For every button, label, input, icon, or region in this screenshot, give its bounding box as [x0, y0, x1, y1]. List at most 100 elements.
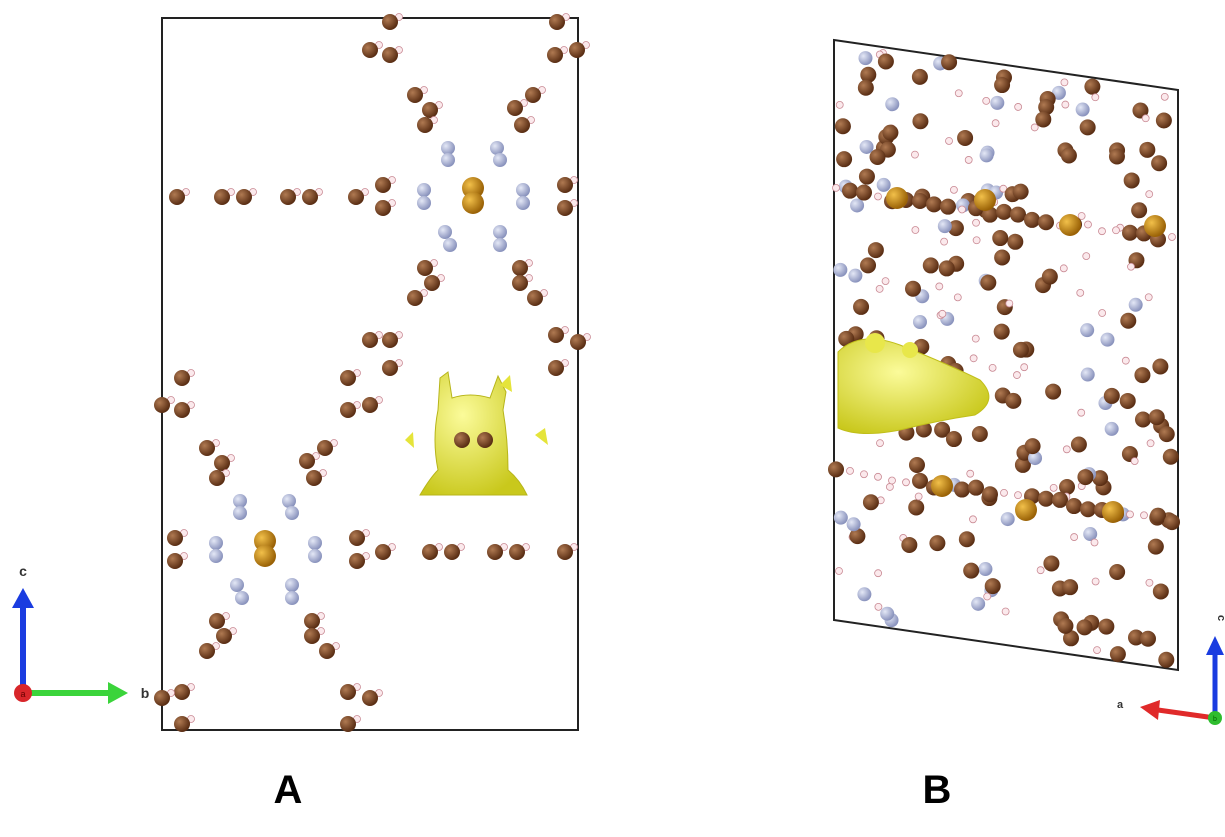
atom-pink [876, 285, 883, 292]
axis-label: a [20, 689, 25, 699]
atom-brown [362, 397, 378, 413]
atom-brown [306, 470, 322, 486]
atom-brown [980, 275, 996, 291]
atom-brown [174, 370, 190, 386]
atom-brown [1120, 393, 1136, 409]
atom-pink [915, 493, 922, 500]
atom-pink [1169, 233, 1176, 240]
atom-pink [833, 184, 840, 191]
atom-brown [996, 204, 1012, 220]
atom-blue [441, 141, 455, 155]
atom-gold [1102, 501, 1124, 523]
atom-blue [848, 269, 862, 283]
atom-pink [1062, 101, 1069, 108]
isosurface [902, 342, 918, 358]
atom-brown [1066, 498, 1082, 514]
atom-pink [1031, 124, 1038, 131]
atom-brown [512, 260, 528, 276]
isosurface [865, 333, 885, 353]
atom-brown [912, 69, 928, 85]
atom-brown [382, 47, 398, 63]
atom-pink [1061, 79, 1068, 86]
atom-pink [1060, 265, 1067, 272]
atom-pink [1127, 511, 1134, 518]
atom-pink [1091, 539, 1098, 546]
atom-pink [1146, 579, 1153, 586]
atom-brown [1080, 501, 1096, 517]
atom-brown [477, 432, 493, 448]
atom-blue [858, 51, 872, 65]
axis-label: c [19, 563, 27, 579]
atom-brown [422, 102, 438, 118]
atom-brown [1134, 367, 1150, 383]
atom-blue [834, 511, 848, 525]
atom-brown [454, 432, 470, 448]
atom-brown [444, 544, 460, 560]
atom-brown [908, 499, 924, 515]
atom-blue [235, 591, 249, 605]
atom-blue [285, 578, 299, 592]
atom-blue [233, 494, 247, 508]
atom-brown [842, 183, 858, 199]
atom-brown [362, 690, 378, 706]
atom-pink [973, 237, 980, 244]
atom-pink [992, 120, 999, 127]
panel-label: A [274, 768, 303, 812]
atom-brown [304, 613, 320, 629]
atom-pink [1099, 228, 1106, 235]
axis-arrow [1158, 710, 1215, 718]
axis-label: a [1117, 699, 1124, 711]
atom-brown [856, 185, 872, 201]
atom-brown [912, 473, 928, 489]
atom-pink [983, 97, 990, 104]
atom-blue [209, 536, 223, 550]
atom-brown [1057, 618, 1073, 634]
atom-brown [209, 470, 225, 486]
atom-brown [853, 299, 869, 315]
panel-label: B [923, 768, 952, 812]
atom-brown [422, 544, 438, 560]
atom-brown [905, 281, 921, 297]
atom-brown [835, 118, 851, 134]
atom-blue [1076, 103, 1090, 117]
atom-blue [441, 153, 455, 167]
atom-pink [1002, 608, 1009, 615]
atom-pink [1146, 191, 1153, 198]
atom-pink [1085, 221, 1092, 228]
atom-brown [340, 684, 356, 700]
atom-blue [438, 225, 452, 239]
atom-brown [557, 200, 573, 216]
atom-blue [913, 315, 927, 329]
atom-brown [514, 117, 530, 133]
atom-brown [994, 249, 1010, 265]
atom-brown [1084, 79, 1100, 95]
atom-brown [512, 275, 528, 291]
atom-gold [254, 545, 276, 567]
atom-blue [493, 238, 507, 252]
atom-brown [939, 260, 955, 276]
atom-brown [169, 189, 185, 205]
atom-brown [1013, 342, 1029, 358]
atom-brown [859, 169, 875, 185]
axis-label: b [1213, 716, 1217, 723]
atom-blue [417, 183, 431, 197]
atom-brown [154, 397, 170, 413]
atom-brown [349, 530, 365, 546]
atom-pink [875, 473, 882, 480]
atom-pink [1147, 440, 1154, 447]
atom-blue [1105, 422, 1119, 436]
atom-brown [209, 613, 225, 629]
atom-brown [828, 461, 844, 477]
atom-brown [382, 332, 398, 348]
atom-pink [1141, 512, 1148, 519]
atom-blue [857, 587, 871, 601]
atom-brown [348, 189, 364, 205]
atom-brown [1156, 112, 1172, 128]
atom-brown [417, 117, 433, 133]
atom-blue [285, 506, 299, 520]
atom-pink [939, 310, 946, 317]
atom-pink [889, 477, 896, 484]
atom-brown [1124, 172, 1140, 188]
atom-brown [1038, 491, 1054, 507]
atom-blue [990, 96, 1004, 110]
